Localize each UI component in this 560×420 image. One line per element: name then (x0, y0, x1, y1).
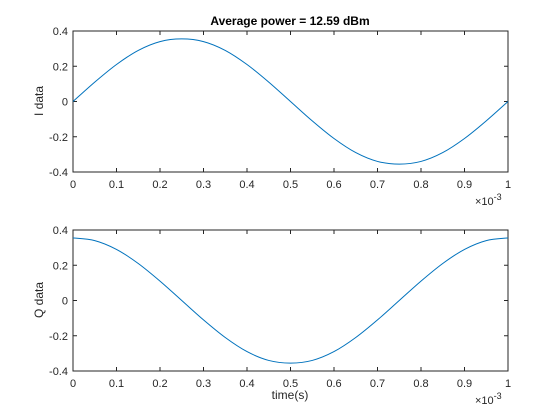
x-tick-label: 1 (505, 378, 511, 390)
x-tick-label: 0.3 (196, 179, 211, 191)
x-tick-label: 0.6 (326, 378, 341, 390)
y-tick-label: 0.4 (53, 225, 68, 237)
x-tick-label: 0.9 (457, 179, 472, 191)
x-tick-label: 0.1 (109, 378, 124, 390)
x-tick-label: 0.5 (283, 179, 298, 191)
series-line-i (72, 38, 509, 165)
plot-area-q (72, 229, 509, 372)
ticks-q: 0 0.1 0.2 0.3 0.4 0.5 0.6 0.7 0.8 0.9 1 -0.4 -0.2 0 0.… (49, 225, 511, 390)
chart-title: Average power = 12.59 dBm (210, 14, 369, 28)
axes-q-data: Q data time(s) ×10-3 0 0.1 0.2 0.3 0.4 0.5 0.6… (32, 225, 511, 407)
y-tick-label: 0 (62, 97, 68, 109)
x-tick-label: 0.5 (283, 378, 298, 390)
x-tick-label: 0.2 (152, 378, 167, 390)
y-tick-label: 0 (62, 296, 68, 308)
y-tick-label: -0.2 (49, 331, 68, 343)
y-tick-label: 0.2 (53, 260, 68, 272)
y-axis-label-q: Q data (32, 282, 46, 318)
x-tick-label: 0.6 (326, 179, 341, 191)
series-line-q (72, 237, 509, 364)
x-axis-label-q: time(s) (272, 388, 309, 402)
x-exponent-label-q: ×10-3 (475, 391, 502, 407)
x-tick-label: 1 (505, 179, 511, 191)
x-tick-label: 0.7 (370, 378, 385, 390)
x-tick-label: 0 (70, 378, 76, 390)
y-tick-label: -0.2 (49, 132, 68, 144)
x-tick-label: 0.8 (413, 378, 428, 390)
x-tick-label: 0.4 (239, 179, 254, 191)
x-tick-label: 0.3 (196, 378, 211, 390)
x-exponent-label-i: ×10-3 (475, 192, 502, 208)
x-tick-label: 0.4 (239, 378, 254, 390)
y-tick-label: -0.4 (49, 167, 68, 179)
y-axis-label-i: I data (32, 86, 46, 116)
x-tick-label: 0 (70, 179, 76, 191)
y-tick-label: 0.4 (53, 26, 68, 38)
x-tick-label: 0.1 (109, 179, 124, 191)
x-tick-label: 0.2 (152, 179, 167, 191)
y-tick-label: 0.2 (53, 61, 68, 73)
x-tick-label: 0.7 (370, 179, 385, 191)
x-tick-label: 0.8 (413, 179, 428, 191)
y-tick-label: -0.4 (49, 366, 68, 378)
x-tick-label: 0.9 (457, 378, 472, 390)
axes-i-data: Average power = 12.59 dBm I data ×10-3 0… (32, 14, 511, 208)
ticks-i: 0 0.1 0.2 0.3 0.4 0.5 0.6 0.7 0.8 0.9 1 -0.4 -0.2 0 0.… (49, 26, 511, 191)
